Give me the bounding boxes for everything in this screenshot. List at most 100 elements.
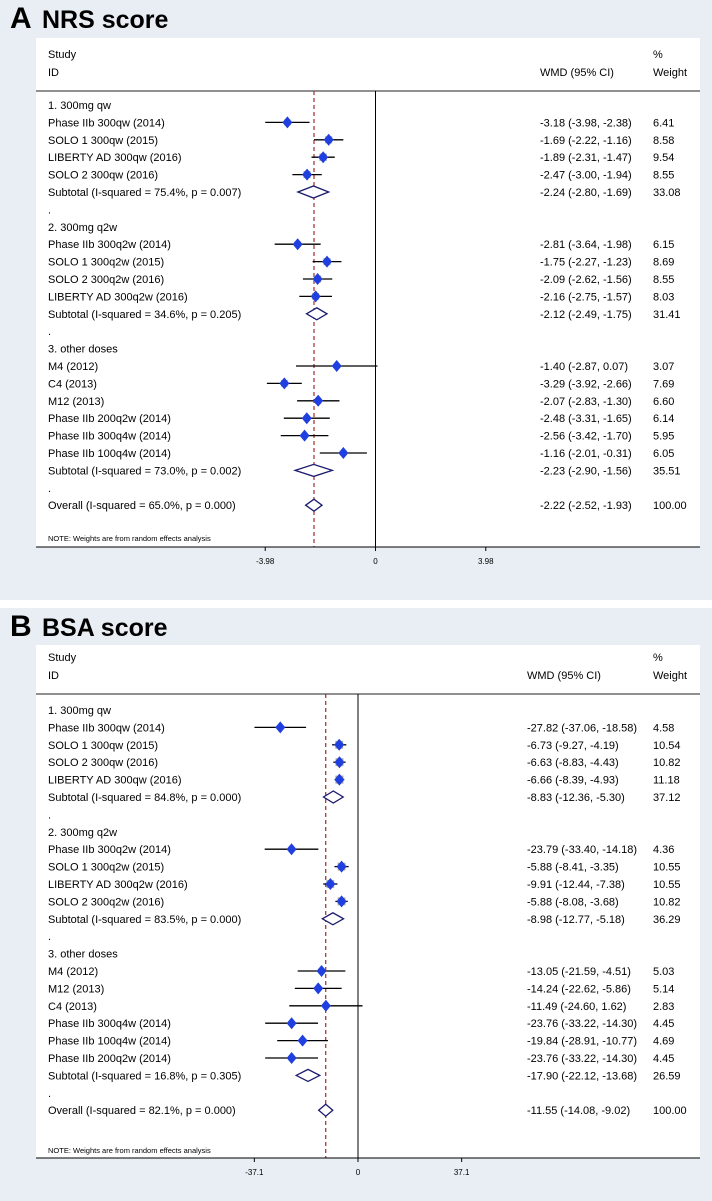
ci-text: -8.83 (-12.36, -5.30) bbox=[527, 792, 625, 804]
weight-text: 8.03 bbox=[653, 291, 674, 303]
header-weight: Weight bbox=[653, 67, 687, 79]
ci-text: -1.75 (-2.27, -1.23) bbox=[540, 257, 632, 269]
weight-text: 6.15 bbox=[653, 239, 674, 251]
weight-text: 6.41 bbox=[653, 117, 674, 129]
row-label: LIBERTY AD 300qw (2016) bbox=[48, 775, 182, 787]
weight-text: 10.54 bbox=[653, 740, 681, 752]
ci-text: -6.63 (-8.83, -4.43) bbox=[527, 757, 619, 769]
row-label: LIBERTY AD 300q2w (2016) bbox=[48, 879, 188, 891]
row-label: Subtotal (I-squared = 73.0%, p = 0.002) bbox=[48, 465, 241, 477]
row-label: 2. 300mg q2w bbox=[48, 222, 117, 234]
weight-text: 5.03 bbox=[653, 966, 674, 978]
weight-text: 8.55 bbox=[653, 274, 674, 286]
footnote: NOTE: Weights are from random effects an… bbox=[48, 534, 211, 543]
header-percent: % bbox=[653, 652, 663, 664]
header-id: ID bbox=[48, 67, 59, 79]
row-label: Subtotal (I-squared = 84.8%, p = 0.000) bbox=[48, 792, 241, 804]
weight-text: 35.51 bbox=[653, 465, 681, 477]
row-label: Subtotal (I-squared = 75.4%, p = 0.007) bbox=[48, 187, 241, 199]
row-label: Overall (I-squared = 82.1%, p = 0.000) bbox=[48, 1105, 236, 1117]
row-label: . bbox=[48, 931, 51, 943]
panel-a: A NRS score Study ID WMD (95% CI)% Weight 1.… bbox=[0, 0, 712, 600]
row-label: LIBERTY AD 300q2w (2016) bbox=[48, 291, 188, 303]
weight-text: 4.45 bbox=[653, 1053, 674, 1065]
row-label: Phase IIb 100q4w (2014) bbox=[48, 1036, 171, 1048]
weight-text: 10.82 bbox=[653, 757, 681, 769]
row-label: Phase IIb 300qw (2014) bbox=[48, 722, 165, 734]
ci-text: -2.56 (-3.42, -1.70) bbox=[540, 431, 632, 443]
ci-text: -5.88 (-8.41, -3.35) bbox=[527, 862, 619, 874]
weight-text: 9.54 bbox=[653, 152, 674, 164]
weight-text: 8.58 bbox=[653, 135, 674, 147]
ci-text: -11.49 (-24.60, 1.62) bbox=[527, 1001, 626, 1013]
weight-text: 8.55 bbox=[653, 170, 674, 182]
weight-text: 5.95 bbox=[653, 431, 674, 443]
ci-text: -23.76 (-33.22, -14.30) bbox=[527, 1018, 637, 1030]
row-label: Overall (I-squared = 65.0%, p = 0.000) bbox=[48, 500, 236, 512]
weight-text: 7.69 bbox=[653, 378, 674, 390]
ci-text: -13.05 (-21.59, -4.51) bbox=[527, 966, 631, 978]
ci-text: -9.91 (-12.44, -7.38) bbox=[527, 879, 625, 891]
ci-text: -3.29 (-3.92, -2.66) bbox=[540, 378, 632, 390]
x-tick-label: -3.98 bbox=[256, 557, 275, 566]
row-label: 1. 300mg qw bbox=[48, 100, 111, 112]
row-label: Phase IIb 100q4w (2014) bbox=[48, 448, 171, 460]
weight-text: 100.00 bbox=[653, 500, 687, 512]
header-percent: % bbox=[653, 49, 663, 61]
row-label: SOLO 2 300qw (2016) bbox=[48, 757, 158, 769]
ci-text: -2.48 (-3.31, -1.65) bbox=[540, 413, 632, 425]
row-label: 2. 300mg q2w bbox=[48, 827, 117, 839]
row-label: SOLO 1 300q2w (2015) bbox=[48, 862, 164, 874]
weight-text: 5.14 bbox=[653, 983, 674, 995]
weight-text: 10.55 bbox=[653, 879, 681, 891]
row-label: Phase IIb 200q2w (2014) bbox=[48, 1053, 171, 1065]
forest-plot-bsa: Study ID WMD (95% CI)% Weight 1. 300mg qw Pha… bbox=[0, 608, 712, 1201]
row-label: M12 (2013) bbox=[48, 396, 104, 408]
row-label: SOLO 1 300qw (2015) bbox=[48, 135, 158, 147]
ci-text: -2.24 (-2.80, -1.69) bbox=[540, 187, 632, 199]
row-label: M4 (2012) bbox=[48, 966, 98, 978]
ci-text: -2.81 (-3.64, -1.98) bbox=[540, 239, 632, 251]
header-study: Study bbox=[48, 49, 77, 61]
row-label: SOLO 2 300qw (2016) bbox=[48, 170, 158, 182]
row-label: Subtotal (I-squared = 83.5%, p = 0.000) bbox=[48, 914, 241, 926]
x-tick-label: 0 bbox=[373, 557, 378, 566]
weight-text: 2.83 bbox=[653, 1001, 674, 1013]
ci-text: -27.82 (-37.06, -18.58) bbox=[527, 722, 637, 734]
row-label: SOLO 2 300q2w (2016) bbox=[48, 896, 164, 908]
x-tick-label: 3.98 bbox=[478, 557, 494, 566]
header-wmd: WMD (95% CI) bbox=[540, 67, 614, 79]
ci-text: -2.07 (-2.83, -1.30) bbox=[540, 396, 632, 408]
row-label: SOLO 1 300qw (2015) bbox=[48, 740, 158, 752]
row-label: M4 (2012) bbox=[48, 361, 98, 373]
ci-text: -1.40 (-2.87, 0.07) bbox=[540, 361, 628, 373]
row-label: . bbox=[48, 204, 51, 216]
weight-text: 4.36 bbox=[653, 844, 674, 856]
row-label: . bbox=[48, 483, 51, 495]
row-label: Phase IIb 300q2w (2014) bbox=[48, 239, 171, 251]
weight-text: 36.29 bbox=[653, 914, 681, 926]
row-label: Phase IIb 300q4w (2014) bbox=[48, 431, 171, 443]
ci-text: -2.47 (-3.00, -1.94) bbox=[540, 170, 632, 182]
weight-text: 6.14 bbox=[653, 413, 674, 425]
panel-b: B BSA score Study ID WMD (95% CI)% Weight 1.… bbox=[0, 608, 712, 1201]
row-label: SOLO 2 300q2w (2016) bbox=[48, 274, 164, 286]
ci-text: -1.89 (-2.31, -1.47) bbox=[540, 152, 632, 164]
row-label: Phase IIb 300q4w (2014) bbox=[48, 1018, 171, 1030]
weight-text: 4.45 bbox=[653, 1018, 674, 1030]
x-tick-label: -37.1 bbox=[245, 1168, 264, 1177]
row-label: SOLO 1 300q2w (2015) bbox=[48, 257, 164, 269]
row-label: . bbox=[48, 809, 51, 821]
footnote: NOTE: Weights are from random effects an… bbox=[48, 1146, 211, 1155]
row-label: C4 (2013) bbox=[48, 378, 97, 390]
ci-text: -23.76 (-33.22, -14.30) bbox=[527, 1053, 637, 1065]
ci-text: -2.23 (-2.90, -1.56) bbox=[540, 465, 632, 477]
row-label: 1. 300mg qw bbox=[48, 705, 111, 717]
ci-text: -8.98 (-12.77, -5.18) bbox=[527, 914, 625, 926]
row-label: C4 (2013) bbox=[48, 1001, 97, 1013]
ci-text: -23.79 (-33.40, -14.18) bbox=[527, 844, 637, 856]
row-label: LIBERTY AD 300qw (2016) bbox=[48, 152, 182, 164]
ci-text: -2.16 (-2.75, -1.57) bbox=[540, 291, 632, 303]
ci-text: -2.22 (-2.52, -1.93) bbox=[540, 500, 632, 512]
ci-text: -19.84 (-28.91, -10.77) bbox=[527, 1036, 637, 1048]
